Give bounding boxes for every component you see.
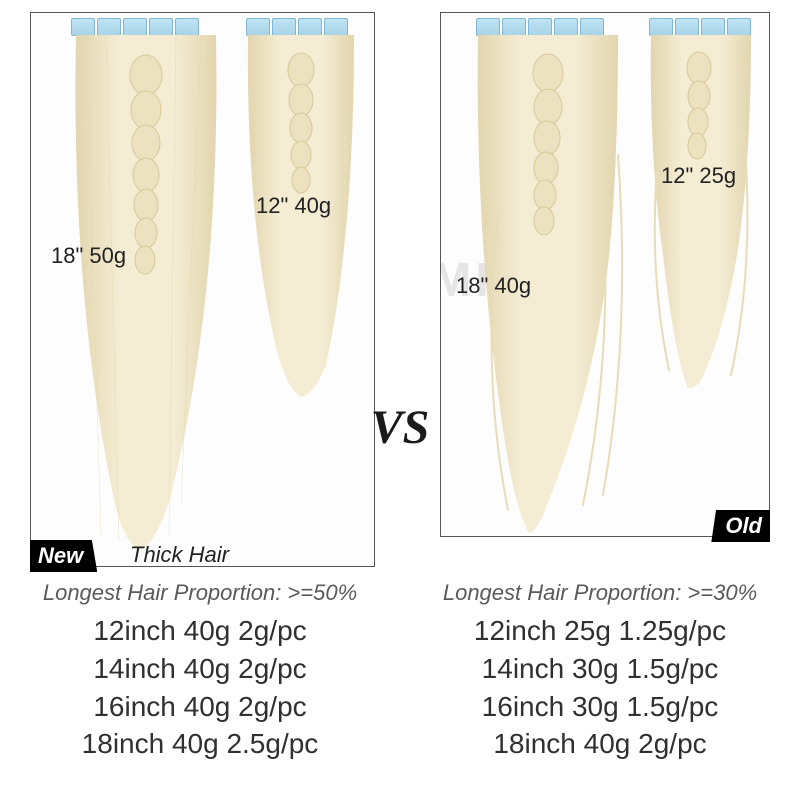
tape-strip (71, 18, 199, 36)
vs-label: VS (371, 400, 430, 455)
tag-old: Old (711, 510, 770, 542)
spec-line: 16inch 30g 1.5g/pc (410, 688, 790, 726)
spec-line: 16inch 40g 2g/pc (10, 688, 390, 726)
panel-new: 18" 50g 12" 40g (30, 12, 375, 567)
tape-strip (649, 18, 751, 36)
proportion-label: Longest Hair Proportion: >=30% (410, 580, 790, 606)
hair-bundle-large (61, 35, 231, 555)
spec-col-new: Longest Hair Proportion: >=50% 12inch 40… (10, 580, 390, 763)
proportion-label: Longest Hair Proportion: >=50% (10, 580, 390, 606)
spec-line: 12inch 40g 2g/pc (10, 612, 390, 650)
bundle-label: 12" 25g (661, 163, 736, 189)
bundle-label: 18" 50g (51, 243, 126, 269)
spec-line: 14inch 30g 1.5g/pc (410, 650, 790, 688)
bundle-label: 18" 40g (456, 273, 531, 299)
subtitle-thick-hair: Thick Hair (130, 542, 229, 568)
panel-old: MR (440, 12, 770, 537)
tag-new: New (30, 540, 97, 572)
tape-strip (476, 18, 604, 36)
spec-line: 14inch 40g 2g/pc (10, 650, 390, 688)
spec-col-old: Longest Hair Proportion: >=30% 12inch 25… (410, 580, 790, 763)
spec-line: 12inch 25g 1.25g/pc (410, 612, 790, 650)
spec-line: 18inch 40g 2.5g/pc (10, 725, 390, 763)
bundle-label: 12" 40g (256, 193, 331, 219)
spec-line: 18inch 40g 2g/pc (410, 725, 790, 763)
hair-bundle-small (639, 35, 764, 395)
tape-strip (246, 18, 348, 36)
comparison-panels: 18" 50g 12" 40g MR (0, 0, 800, 570)
hair-bundle-small (236, 35, 366, 405)
spec-table: Longest Hair Proportion: >=50% 12inch 40… (0, 570, 800, 763)
